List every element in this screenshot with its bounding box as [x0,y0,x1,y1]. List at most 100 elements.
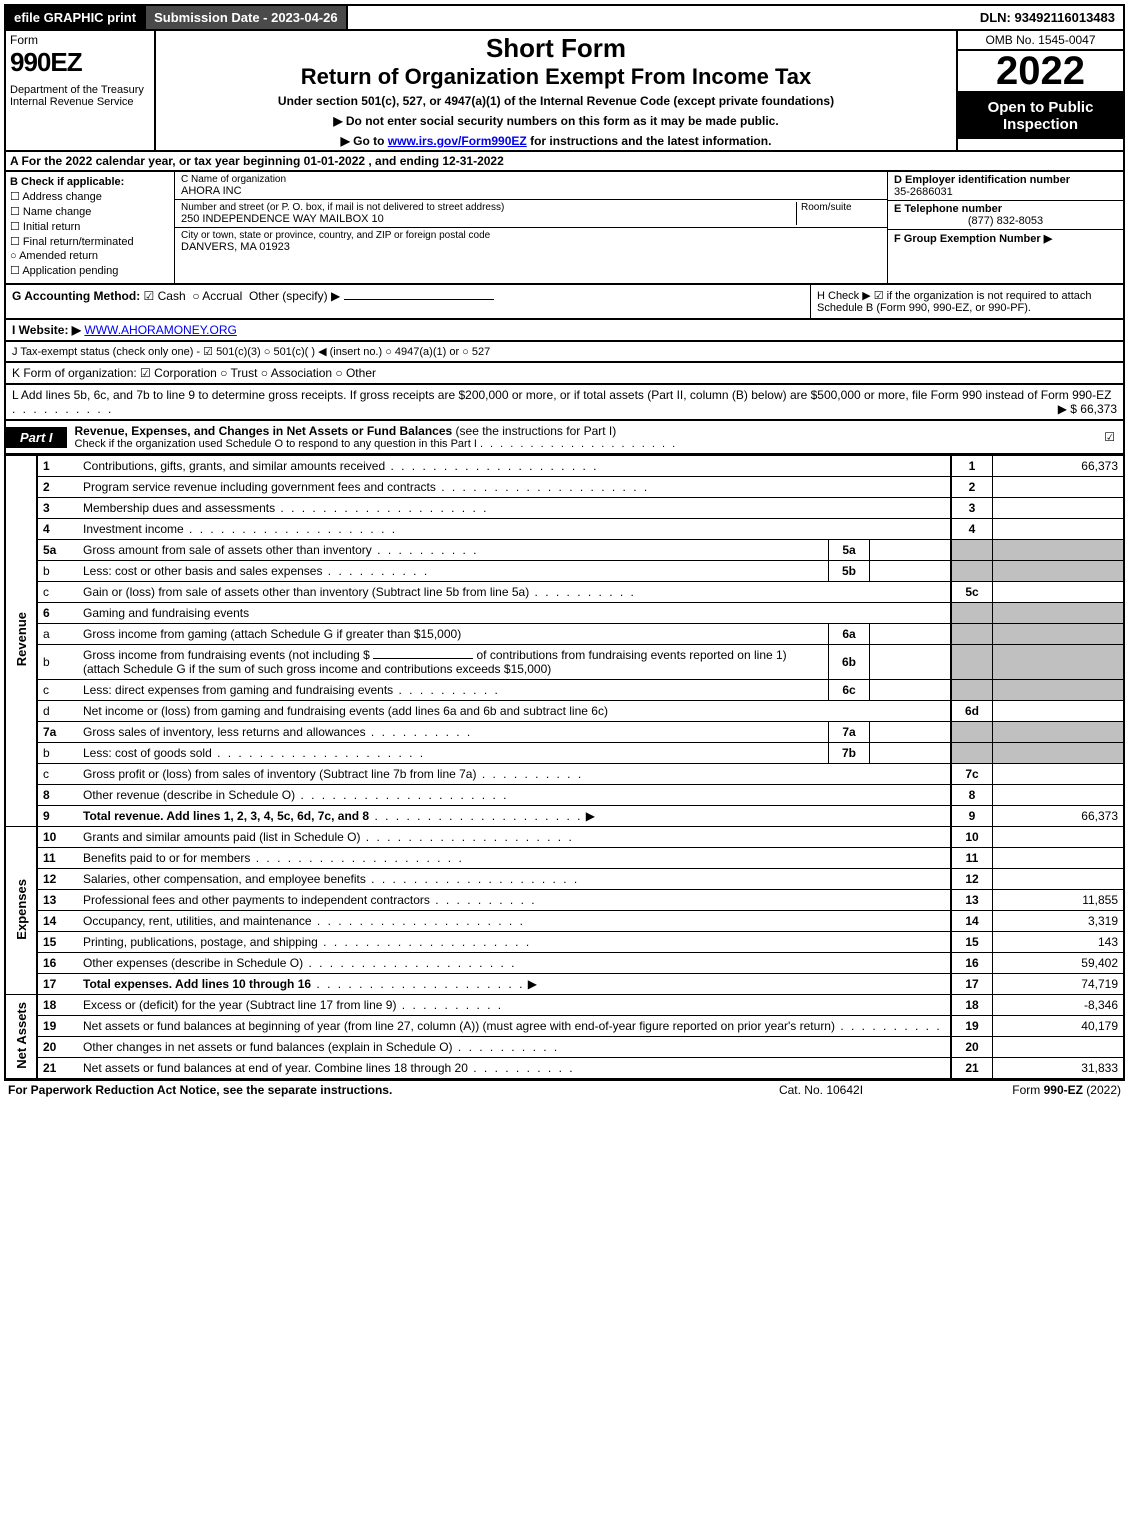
line-7a-mini: 7a [829,722,870,743]
line-5a-desc: Gross amount from sale of assets other t… [83,543,372,557]
c-name-label: C Name of organization [181,174,881,185]
part1-sub: Check if the organization used Schedule … [75,438,1097,450]
part1-sub-text: Check if the organization used Schedule … [75,438,477,450]
line-20-num: 20 [951,1037,993,1058]
line-6c-desc: Less: direct expenses from gaming and fu… [83,683,393,697]
line-20-val [993,1037,1125,1058]
line-10-val [993,827,1125,848]
line-14-num: 14 [951,911,993,932]
line-17-desc: Total expenses. Add lines 10 through 16 [83,977,311,991]
line-5b-desc: Less: cost or other basis and sales expe… [83,564,322,578]
line-5c-num: 5c [951,582,993,603]
row-gh: G Accounting Method: Cash Accrual Other … [4,285,1125,320]
part1-header: Part I Revenue, Expenses, and Changes in… [4,421,1125,455]
line-16-desc: Other expenses (describe in Schedule O) [83,956,303,970]
form-label: Form [10,33,150,47]
line-13-val: 11,855 [993,890,1125,911]
j-text: J Tax-exempt status (check only one) - ☑… [12,346,490,358]
phone: (877) 832-8053 [894,215,1117,227]
g-box: G Accounting Method: Cash Accrual Other … [6,285,810,318]
line-10-desc: Grants and similar amounts paid (list in… [83,830,360,844]
cb-name-change[interactable]: Name change [10,205,170,218]
line-6d-num: 6d [951,701,993,722]
i-label: I Website: ▶ [12,323,81,337]
line-12-desc: Salaries, other compensation, and employ… [83,872,366,886]
net-assets-label: Net Assets [14,1002,29,1069]
tax-year: 2022 [958,51,1123,91]
cb-address-change[interactable]: Address change [10,190,170,203]
irs-label: Internal Revenue Service [10,96,150,108]
line-5c-desc: Gain or (loss) from sale of assets other… [83,585,529,599]
website-link[interactable]: WWW.AHORAMONEY.ORG [84,323,236,337]
subtitle: Under section 501(c), 527, or 4947(a)(1)… [166,94,946,108]
line-6a-mini: 6a [829,624,870,645]
inst2-post: for instructions and the latest informat… [527,134,772,148]
line-4-desc: Investment income [83,522,184,536]
line-1-val: 66,373 [993,456,1125,477]
line-15-val: 143 [993,932,1125,953]
line-3-val [993,498,1125,519]
line-6d-val [993,701,1125,722]
line-3-num: 3 [951,498,993,519]
line-7c-num: 7c [951,764,993,785]
b-label: B Check if applicable: [10,176,170,188]
g-accrual[interactable]: Accrual [192,289,242,303]
l-amount: ▶ $ 66,373 [1058,402,1117,416]
line-9-val: 66,373 [993,806,1125,827]
form-number: 990EZ [10,47,150,78]
line-8-num: 8 [951,785,993,806]
line-20-desc: Other changes in net assets or fund bala… [83,1040,453,1054]
line-5c-val [993,582,1125,603]
line-4-num: 4 [951,519,993,540]
line-17-num: 17 [951,974,993,995]
org-city: DANVERS, MA 01923 [181,241,881,253]
c-city-label: City or town, state or province, country… [181,230,881,241]
expenses-label: Expenses [14,879,29,940]
line-10-num: 10 [951,827,993,848]
h-box: H Check ▶ ☑ if the organization is not r… [810,285,1123,318]
line-19-val: 40,179 [993,1016,1125,1037]
line-3-desc: Membership dues and assessments [83,501,275,515]
footer: For Paperwork Reduction Act Notice, see … [4,1080,1125,1099]
instruction-1: ▶ Do not enter social security numbers o… [166,114,946,128]
line-21-desc: Net assets or fund balances at end of ye… [83,1061,468,1075]
line-14-desc: Occupancy, rent, utilities, and maintena… [83,914,312,928]
irs-link[interactable]: www.irs.gov/Form990EZ [388,134,527,148]
line-7b-mini: 7b [829,743,870,764]
part1-table: Revenue 1 Contributions, gifts, grants, … [4,455,1125,1080]
line-9-desc: Total revenue. Add lines 1, 2, 3, 4, 5c,… [83,809,369,823]
line-19-num: 19 [951,1016,993,1037]
d-label: D Employer identification number [894,174,1117,186]
top-bar: efile GRAPHIC print Submission Date - 20… [4,4,1125,31]
e-label: E Telephone number [894,203,1117,215]
row-k: K Form of organization: ☑ Corporation ○ … [4,363,1125,385]
line-13-num: 13 [951,890,993,911]
cb-initial-return[interactable]: Initial return [10,220,170,233]
org-name: AHORA INC [181,185,881,197]
cb-application-pending[interactable]: Application pending [10,264,170,277]
g-cash[interactable]: Cash [144,289,186,303]
room-label: Room/suite [801,202,881,213]
cb-final-return[interactable]: Final return/terminated [10,235,170,248]
section-a: A For the 2022 calendar year, or tax yea… [4,152,1125,172]
part1-check[interactable] [1104,430,1123,444]
line-18-val: -8,346 [993,995,1125,1016]
c-addr-label: Number and street (or P. O. box, if mail… [181,202,796,213]
org-address: 250 INDEPENDENCE WAY MAILBOX 10 [181,213,796,225]
revenue-label: Revenue [14,612,29,666]
line-4-val [993,519,1125,540]
g-label: G Accounting Method: [12,289,140,303]
form-header: Form 990EZ Department of the Treasury In… [4,31,1125,152]
line-7c-val [993,764,1125,785]
line-2-val [993,477,1125,498]
efile-label[interactable]: efile GRAPHIC print [6,6,144,29]
footer-mid: Cat. No. 10642I [721,1083,921,1097]
omb-number: OMB No. 1545-0047 [958,31,1123,51]
line-5b-mini: 5b [829,561,870,582]
cb-amended-return[interactable]: Amended return [10,250,170,262]
line-12-num: 12 [951,869,993,890]
g-other[interactable]: Other (specify) ▶ [249,289,340,303]
line-11-val [993,848,1125,869]
line-11-desc: Benefits paid to or for members [83,851,250,865]
line-17-val: 74,719 [993,974,1125,995]
